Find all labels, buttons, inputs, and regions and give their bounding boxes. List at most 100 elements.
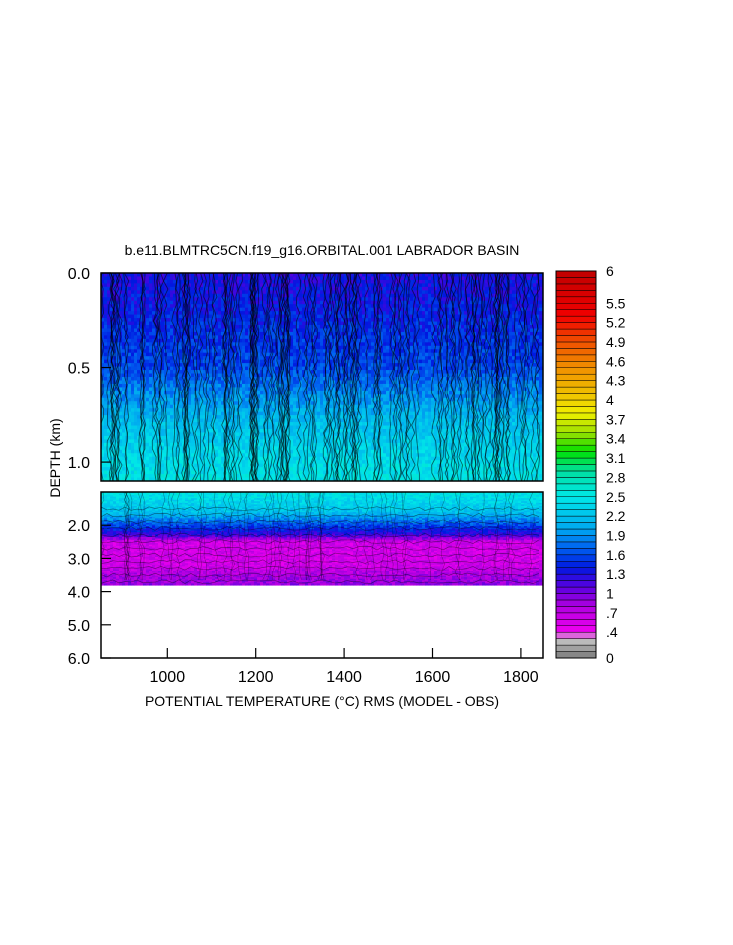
heat-cell bbox=[347, 293, 351, 298]
heat-cell bbox=[128, 300, 132, 305]
heat-cell bbox=[311, 380, 315, 385]
heat-cell bbox=[467, 373, 471, 378]
heat-cell bbox=[158, 300, 162, 305]
heat-cell bbox=[380, 273, 384, 278]
heat-cell bbox=[374, 331, 378, 336]
heat-cell bbox=[227, 290, 231, 295]
heat-cell bbox=[473, 304, 477, 309]
heat-cell bbox=[101, 342, 105, 347]
heat-cell bbox=[122, 349, 126, 354]
heat-cell bbox=[434, 387, 438, 392]
heat-cell bbox=[341, 314, 345, 319]
heat-cell bbox=[263, 352, 267, 357]
heat-cell bbox=[257, 359, 261, 364]
heat-cell bbox=[170, 311, 174, 316]
heat-cell bbox=[113, 304, 117, 309]
heat-cell bbox=[104, 377, 108, 382]
heat-cell bbox=[539, 304, 543, 309]
heat-cell bbox=[527, 276, 531, 281]
heat-cell bbox=[332, 297, 336, 302]
heat-cell bbox=[530, 349, 534, 354]
heat-cell bbox=[539, 293, 543, 298]
heat-cell bbox=[119, 286, 123, 291]
heat-cell bbox=[266, 331, 270, 336]
heat-cell bbox=[209, 297, 213, 302]
heat-cell bbox=[110, 363, 114, 368]
heat-cell bbox=[230, 352, 234, 357]
heat-cell bbox=[176, 328, 180, 333]
heat-cell bbox=[404, 300, 408, 305]
heat-cell bbox=[314, 383, 318, 388]
heat-cell bbox=[245, 297, 249, 302]
heat-cell bbox=[221, 321, 225, 326]
heat-cell bbox=[257, 311, 261, 316]
heat-cell bbox=[404, 359, 408, 364]
heat-cell bbox=[404, 342, 408, 347]
heat-cell bbox=[308, 377, 312, 382]
heat-cell bbox=[455, 300, 459, 305]
heat-cell bbox=[527, 335, 531, 340]
heat-cell bbox=[350, 338, 354, 343]
heat-cell bbox=[140, 342, 144, 347]
heat-cell bbox=[173, 279, 177, 284]
heat-cell bbox=[326, 283, 330, 288]
heat-cell bbox=[206, 286, 210, 291]
heat-cell bbox=[299, 338, 303, 343]
heat-cell bbox=[461, 349, 465, 354]
heat-cell bbox=[221, 359, 225, 364]
heat-cell bbox=[104, 342, 108, 347]
heat-cell bbox=[140, 377, 144, 382]
heat-cell bbox=[446, 321, 450, 326]
heat-cell bbox=[302, 318, 306, 323]
heat-cell bbox=[152, 293, 156, 298]
heat-cell bbox=[461, 328, 465, 333]
heat-cell bbox=[386, 328, 390, 333]
heat-cell bbox=[269, 338, 273, 343]
heat-cell bbox=[260, 335, 264, 340]
heat-cell bbox=[323, 279, 327, 284]
heat-cell bbox=[239, 297, 243, 302]
heat-cell bbox=[131, 321, 135, 326]
heat-cell bbox=[305, 307, 309, 312]
heat-cell bbox=[365, 328, 369, 333]
heat-cell bbox=[416, 338, 420, 343]
heat-cell bbox=[509, 370, 513, 375]
heat-cell bbox=[191, 297, 195, 302]
heat-cell bbox=[335, 276, 339, 281]
heat-cell bbox=[221, 279, 225, 284]
heat-cell bbox=[443, 318, 447, 323]
heat-cell bbox=[437, 273, 441, 278]
heat-cell bbox=[206, 328, 210, 333]
heat-cell bbox=[443, 276, 447, 281]
heat-cell bbox=[215, 387, 219, 392]
heat-cell bbox=[509, 352, 513, 357]
heat-cell bbox=[146, 335, 150, 340]
heat-cell bbox=[386, 297, 390, 302]
heat-cell bbox=[443, 300, 447, 305]
heat-cell bbox=[299, 273, 303, 278]
heat-cell bbox=[104, 356, 108, 361]
heat-cell bbox=[149, 363, 153, 368]
heat-cell bbox=[401, 297, 405, 302]
heat-cell bbox=[419, 377, 423, 382]
heat-cell bbox=[140, 373, 144, 378]
heat-cell bbox=[188, 366, 192, 371]
heat-cell bbox=[185, 342, 189, 347]
heat-cell bbox=[512, 356, 516, 361]
heat-cell bbox=[353, 373, 357, 378]
heat-cell bbox=[353, 321, 357, 326]
heat-cell bbox=[215, 366, 219, 371]
heat-cell bbox=[335, 293, 339, 298]
heat-cell bbox=[206, 342, 210, 347]
heat-cell bbox=[209, 349, 213, 354]
heat-cell bbox=[488, 338, 492, 343]
heat-cell bbox=[452, 325, 456, 330]
heat-cell bbox=[482, 273, 486, 278]
heat-cell bbox=[107, 290, 111, 295]
heat-cell bbox=[272, 304, 276, 309]
heat-cell bbox=[428, 325, 432, 330]
heat-cell bbox=[152, 328, 156, 333]
heat-cell bbox=[446, 276, 450, 281]
heat-cell bbox=[434, 377, 438, 382]
heat-cell bbox=[248, 293, 252, 298]
